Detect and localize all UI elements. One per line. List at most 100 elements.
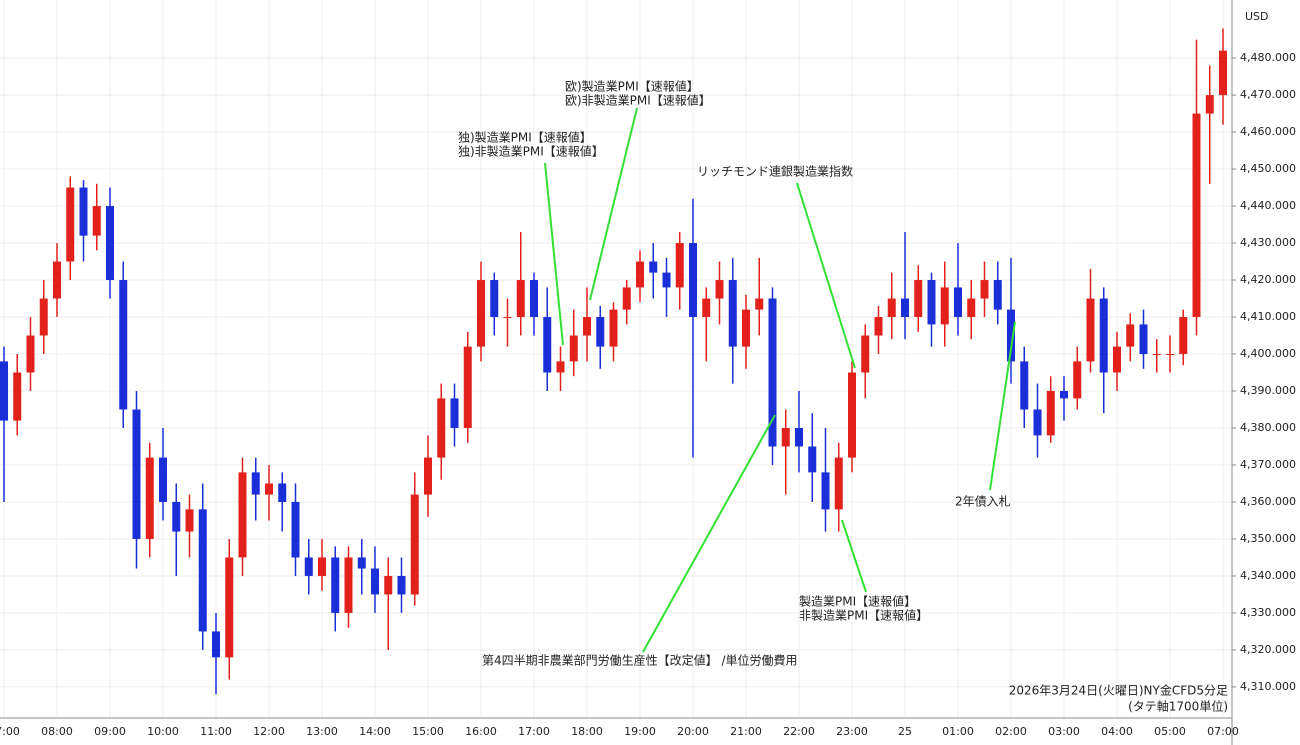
candle-body <box>1152 354 1161 356</box>
candle-body <box>954 287 962 318</box>
candle-body <box>1007 309 1015 362</box>
candle-body <box>1020 361 1029 410</box>
candle-body <box>1126 324 1135 347</box>
candle-body <box>1099 298 1108 373</box>
candle-body <box>887 298 896 318</box>
candle-body <box>26 335 35 373</box>
annotation-line <box>841 519 867 593</box>
candle-body <box>66 187 75 262</box>
y-tick-label: 4,330.000 <box>1240 606 1296 619</box>
x-tick-label: 02:00 <box>995 725 1027 738</box>
candles <box>0 28 1227 695</box>
currency-label: USD <box>1245 10 1269 23</box>
x-tick-label: 01:00 <box>942 725 974 738</box>
candle-body <box>993 280 1002 310</box>
candle-body <box>53 261 61 299</box>
candle-body <box>1192 113 1201 318</box>
x-tick-label: 09:00 <box>94 725 126 738</box>
candle-body <box>145 457 154 539</box>
y-tick-label: 4,380.000 <box>1240 421 1296 434</box>
y-tick-label: 4,430.000 <box>1240 236 1296 249</box>
candle-body <box>821 472 830 510</box>
candle-body <box>1219 50 1227 96</box>
x-tick-label: 10:00 <box>147 725 179 738</box>
x-tick-label: 22:00 <box>783 725 815 738</box>
x-tick-label: 05:00 <box>1154 725 1186 738</box>
candle-body <box>702 298 711 318</box>
candle-body <box>410 494 419 595</box>
x-tick-label: 07:00 <box>0 725 20 738</box>
candle-body <box>265 483 273 495</box>
x-tick-label: 23:00 <box>836 725 868 738</box>
candle-body <box>609 309 618 347</box>
x-tick-label: 07:00 <box>1207 725 1239 738</box>
candle-body <box>1033 409 1042 436</box>
x-tick-label: 03:00 <box>1048 725 1080 738</box>
y-tick-label: 4,450.000 <box>1240 162 1296 175</box>
y-tick-label: 4,400.000 <box>1240 347 1296 360</box>
candle-body <box>543 317 552 373</box>
candle-body <box>159 457 167 502</box>
annotation-text: 独)非製造業PMI【速報値】 <box>458 144 604 159</box>
candle-body <box>755 298 764 310</box>
candle-body <box>1073 361 1082 399</box>
y-tick-label: 4,460.000 <box>1240 125 1296 138</box>
x-tick-label: 20:00 <box>677 725 709 738</box>
candle-body <box>795 427 803 447</box>
y-tick-label: 4,310.000 <box>1240 680 1296 693</box>
x-tick-label: 14:00 <box>359 725 391 738</box>
candle-body <box>848 372 856 458</box>
x-tick-label: 17:00 <box>518 725 550 738</box>
x-tick-label: 25 <box>898 725 912 738</box>
candle-body <box>636 261 644 288</box>
annotation-line <box>796 182 856 369</box>
candle-body <box>119 280 128 410</box>
candle-body <box>834 457 843 510</box>
candle-body <box>914 280 923 318</box>
candle-body <box>1205 95 1214 114</box>
candle-body <box>225 557 234 658</box>
note: (タテ軸1700単位) <box>1128 699 1228 714</box>
x-tick-label: 18:00 <box>571 725 603 738</box>
annotation-line <box>544 162 564 346</box>
candle-body <box>251 472 260 495</box>
candle-body <box>79 187 88 236</box>
candle-body <box>318 557 326 576</box>
y-tick-label: 4,470.000 <box>1240 88 1296 101</box>
candle-body <box>927 280 936 325</box>
candle-body <box>238 472 247 558</box>
candle-body <box>1166 354 1174 356</box>
candle-body <box>463 346 472 428</box>
candle-body <box>106 206 114 281</box>
x-tick-label: 12:00 <box>253 725 285 738</box>
candle-body <box>437 398 446 458</box>
candle-body <box>874 317 883 336</box>
candle-body <box>1179 317 1188 355</box>
candle-body <box>331 557 340 613</box>
candle-body <box>768 298 777 447</box>
candle-body <box>397 575 406 595</box>
x-tick-label: 08:00 <box>41 725 73 738</box>
annotation-text: 非製造業PMI【速報値】 <box>799 608 928 623</box>
annotation-text: 独)製造業PMI【速報値】 <box>458 130 592 145</box>
annotations: 欧)製造業PMI【速報値】欧)非製造業PMI【速報値】独)製造業PMI【速報値】… <box>458 79 1016 668</box>
candle-body <box>781 427 790 447</box>
x-tick-label: 21:00 <box>730 725 762 738</box>
candle-body <box>477 280 485 347</box>
candle-body <box>198 509 207 632</box>
x-tick-label: 13:00 <box>306 725 338 738</box>
annotation-line <box>642 414 776 653</box>
y-tick-label: 4,480.000 <box>1240 51 1296 64</box>
candle-body <box>556 361 565 373</box>
candle-body <box>39 298 48 336</box>
y-tick-label: 4,410.000 <box>1240 310 1296 323</box>
x-tick-label: 19:00 <box>624 725 656 738</box>
candle-body <box>185 509 194 532</box>
y-tick-label: 4,420.000 <box>1240 273 1296 286</box>
candle-body <box>357 557 366 569</box>
candle-body <box>569 335 578 362</box>
y-tick-label: 4,440.000 <box>1240 199 1296 212</box>
candle-body <box>1046 390 1055 436</box>
candle-body <box>980 280 989 299</box>
